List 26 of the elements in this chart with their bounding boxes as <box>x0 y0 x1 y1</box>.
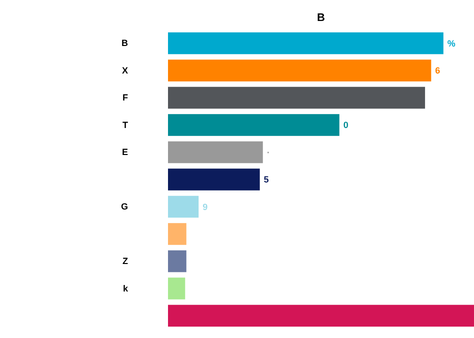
annotation: 9 <box>202 202 208 212</box>
bar <box>168 32 444 54</box>
y-tick-label: B <box>122 38 128 48</box>
bar <box>168 196 199 218</box>
y-tick-label: E <box>122 147 128 158</box>
bar <box>168 60 432 82</box>
bar <box>168 86 426 109</box>
annotation: 6 <box>435 66 440 76</box>
y-tick-label: k <box>122 283 129 294</box>
y-tick-label: Z <box>122 256 128 266</box>
y-tick-label: F <box>122 92 128 103</box>
bar <box>168 223 186 245</box>
annotation: 0 <box>343 120 348 130</box>
y-tick-label: X <box>122 65 128 76</box>
bar <box>168 114 340 136</box>
bar <box>168 250 186 272</box>
annotation: 5 <box>264 174 269 185</box>
y-tick-label: G <box>120 202 128 212</box>
y-tick-label: T <box>122 120 128 130</box>
chart-title: B <box>317 12 326 24</box>
bar <box>168 168 260 190</box>
bar <box>168 278 186 300</box>
annotation: % <box>447 38 456 48</box>
bar <box>168 141 263 164</box>
annotation: · <box>266 147 270 158</box>
bar <box>168 304 474 327</box>
